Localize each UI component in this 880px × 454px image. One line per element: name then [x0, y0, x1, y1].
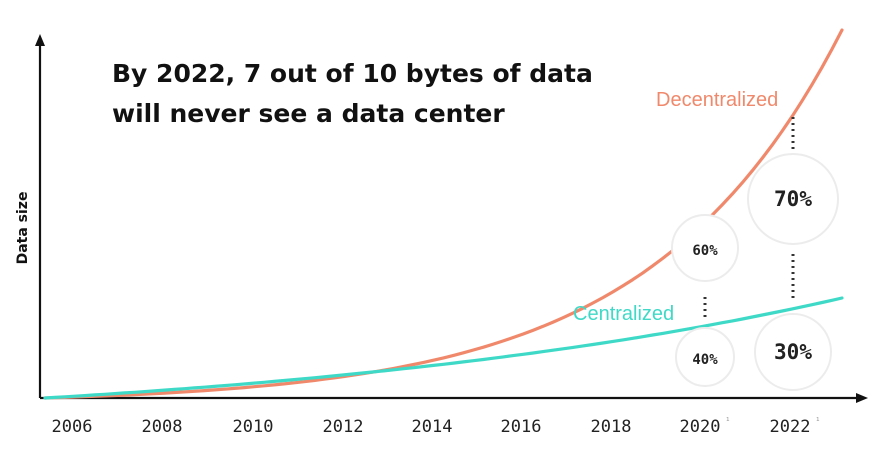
centralized-share-label: 30%: [774, 340, 812, 364]
decentralized-share-bubble: [747, 153, 839, 245]
x-tick-label: 2018: [591, 417, 632, 437]
y-axis-arrow-icon: [35, 34, 45, 46]
x-tick-label: 2014: [412, 417, 453, 437]
x-tick-label: 2012: [323, 417, 364, 437]
decentralized-share-label: 60%: [692, 243, 718, 259]
centralized-share-bubble: [754, 313, 832, 391]
x-tick-label: 2008: [142, 417, 183, 437]
chart-title-line-2: will never see a data center: [112, 99, 505, 128]
x-tick-label: 2006: [52, 417, 93, 437]
x-tick-label: 2022: [770, 417, 811, 437]
x-tick-labels: 2006 2008 2010 2012 2014 2016 2018 2020 ¹ 2022 ¹: [52, 417, 820, 437]
decentralized-share-label: 70%: [774, 187, 812, 211]
series-lines: Decentralized Centralized: [43, 28, 844, 400]
x-tick-label: 2010: [233, 417, 274, 437]
x-axis-arrow-icon: [856, 393, 868, 403]
chart-title-line-1: By 2022, 7 out of 10 bytes of data: [112, 59, 593, 88]
x-tick-label: 2016: [501, 417, 542, 437]
centralized-share-label: 40%: [692, 352, 718, 368]
x-tick-footnote-mark: ¹: [726, 417, 730, 427]
x-tick-footnote-mark: ¹: [816, 417, 820, 427]
series-label-centralized: Centralized: [573, 303, 674, 325]
x-tick-label: 2020: [680, 417, 721, 437]
share-annotations: 60% 40% 70% 30%: [671, 117, 839, 391]
series-label-decentralized: Decentralized: [656, 89, 778, 111]
decentralized-share-bubble: [671, 214, 739, 282]
series-line-centralized: [43, 296, 844, 400]
y-axis-label: Data size: [15, 192, 31, 265]
centralized-share-bubble: [675, 327, 735, 387]
